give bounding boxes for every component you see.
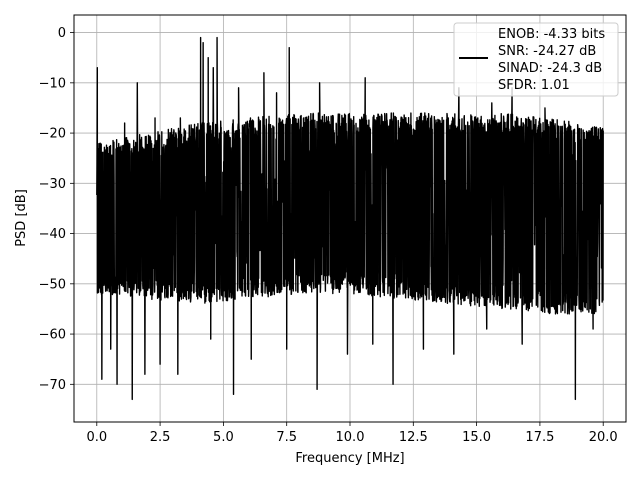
x-tick-label: 20.0 <box>589 430 618 445</box>
y-axis-ticks: 0 −10 −20 −30 −40 −50 −60 −70 <box>39 26 74 393</box>
x-tick-label: 0.0 <box>86 430 107 445</box>
psd-series <box>96 36 604 401</box>
legend-snr: SNR: -24.27 dB <box>498 44 596 59</box>
x-axis-label: Frequency [MHz] <box>295 451 404 466</box>
x-axis-ticks: 0.0 2.5 5.0 7.5 10.0 12.5 15.0 17.5 20.0 <box>86 422 618 445</box>
x-tick-label: 17.5 <box>525 430 554 445</box>
y-tick-label: 0 <box>58 26 66 41</box>
x-tick-label: 12.5 <box>399 430 428 445</box>
legend-sinad: SINAD: -24.3 dB <box>498 61 602 76</box>
x-tick-label: 7.5 <box>276 430 297 445</box>
y-tick-label: −20 <box>39 127 66 142</box>
x-tick-label: 5.0 <box>213 430 234 445</box>
legend-enob: ENOB: -4.33 bits <box>498 27 605 42</box>
x-tick-label: 2.5 <box>150 430 171 445</box>
y-tick-label: −30 <box>39 177 66 192</box>
y-axis-label: PSD [dB] <box>14 189 29 247</box>
y-tick-label: −60 <box>39 328 66 343</box>
y-tick-label: −70 <box>39 378 66 393</box>
psd-line <box>96 36 604 401</box>
legend-sfdr: SFDR: 1.01 <box>498 78 570 93</box>
legend-box <box>453 22 619 97</box>
y-tick-label: −50 <box>39 277 66 292</box>
x-tick-label: 15.0 <box>462 430 491 445</box>
y-tick-label: −40 <box>39 227 66 242</box>
x-tick-label: 10.0 <box>336 430 365 445</box>
legend: ENOB: -4.33 bits SNR: -24.27 dB SINAD: -… <box>453 22 619 97</box>
y-tick-label: −10 <box>39 76 66 91</box>
